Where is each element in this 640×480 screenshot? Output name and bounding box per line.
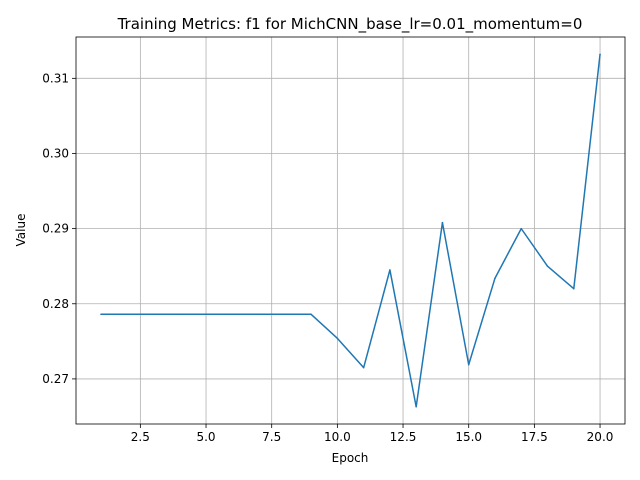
chart-title: Training Metrics: f1 for MichCNN_base_lr… bbox=[117, 15, 583, 34]
data-point bbox=[179, 313, 181, 316]
data-point bbox=[336, 337, 339, 340]
data-point bbox=[231, 313, 234, 316]
data-point bbox=[362, 366, 365, 369]
data-point bbox=[415, 405, 417, 408]
data-point bbox=[284, 313, 286, 316]
data-point bbox=[389, 269, 391, 271]
y-tick-label: 0.27 bbox=[42, 372, 69, 386]
data-point bbox=[310, 313, 312, 316]
y-tick-label: 0.28 bbox=[42, 297, 69, 311]
data-point bbox=[126, 313, 128, 316]
data-point bbox=[494, 277, 496, 279]
data-point bbox=[573, 287, 575, 290]
data-point bbox=[546, 265, 549, 267]
x-axis-label: Epoch bbox=[332, 451, 369, 465]
x-tick-label: 15.0 bbox=[455, 430, 482, 444]
series-layer bbox=[100, 53, 601, 408]
x-tick-label: 12.5 bbox=[390, 430, 417, 444]
grid-lines bbox=[76, 37, 625, 424]
series-line bbox=[100, 54, 601, 408]
y-tick-label: 0.30 bbox=[42, 146, 69, 160]
x-tick-label: 20.0 bbox=[587, 430, 614, 444]
y-axis-label: Value bbox=[14, 214, 28, 247]
y-tick-label: 0.31 bbox=[42, 71, 69, 85]
data-point bbox=[441, 221, 444, 224]
y-tick-label: 0.29 bbox=[42, 222, 69, 236]
data-point bbox=[205, 313, 207, 316]
data-point bbox=[467, 363, 470, 366]
data-point bbox=[152, 313, 155, 316]
x-tick-label: 17.5 bbox=[521, 430, 548, 444]
data-point bbox=[257, 313, 260, 316]
x-tick-label: 2.5 bbox=[131, 430, 150, 444]
data-point bbox=[520, 227, 522, 230]
data-point bbox=[599, 53, 601, 56]
x-tick-label: 10.0 bbox=[324, 430, 351, 444]
x-tick-label: 5.0 bbox=[196, 430, 215, 444]
ticks: 2.5 5.0 7.5 10.0 12.5 15.0 17.5 20.0 0.27 0.28 0.2… bbox=[42, 71, 613, 444]
data-point bbox=[100, 313, 102, 316]
plot-frame bbox=[75, 36, 626, 425]
x-tick-label: 7.5 bbox=[262, 430, 281, 444]
